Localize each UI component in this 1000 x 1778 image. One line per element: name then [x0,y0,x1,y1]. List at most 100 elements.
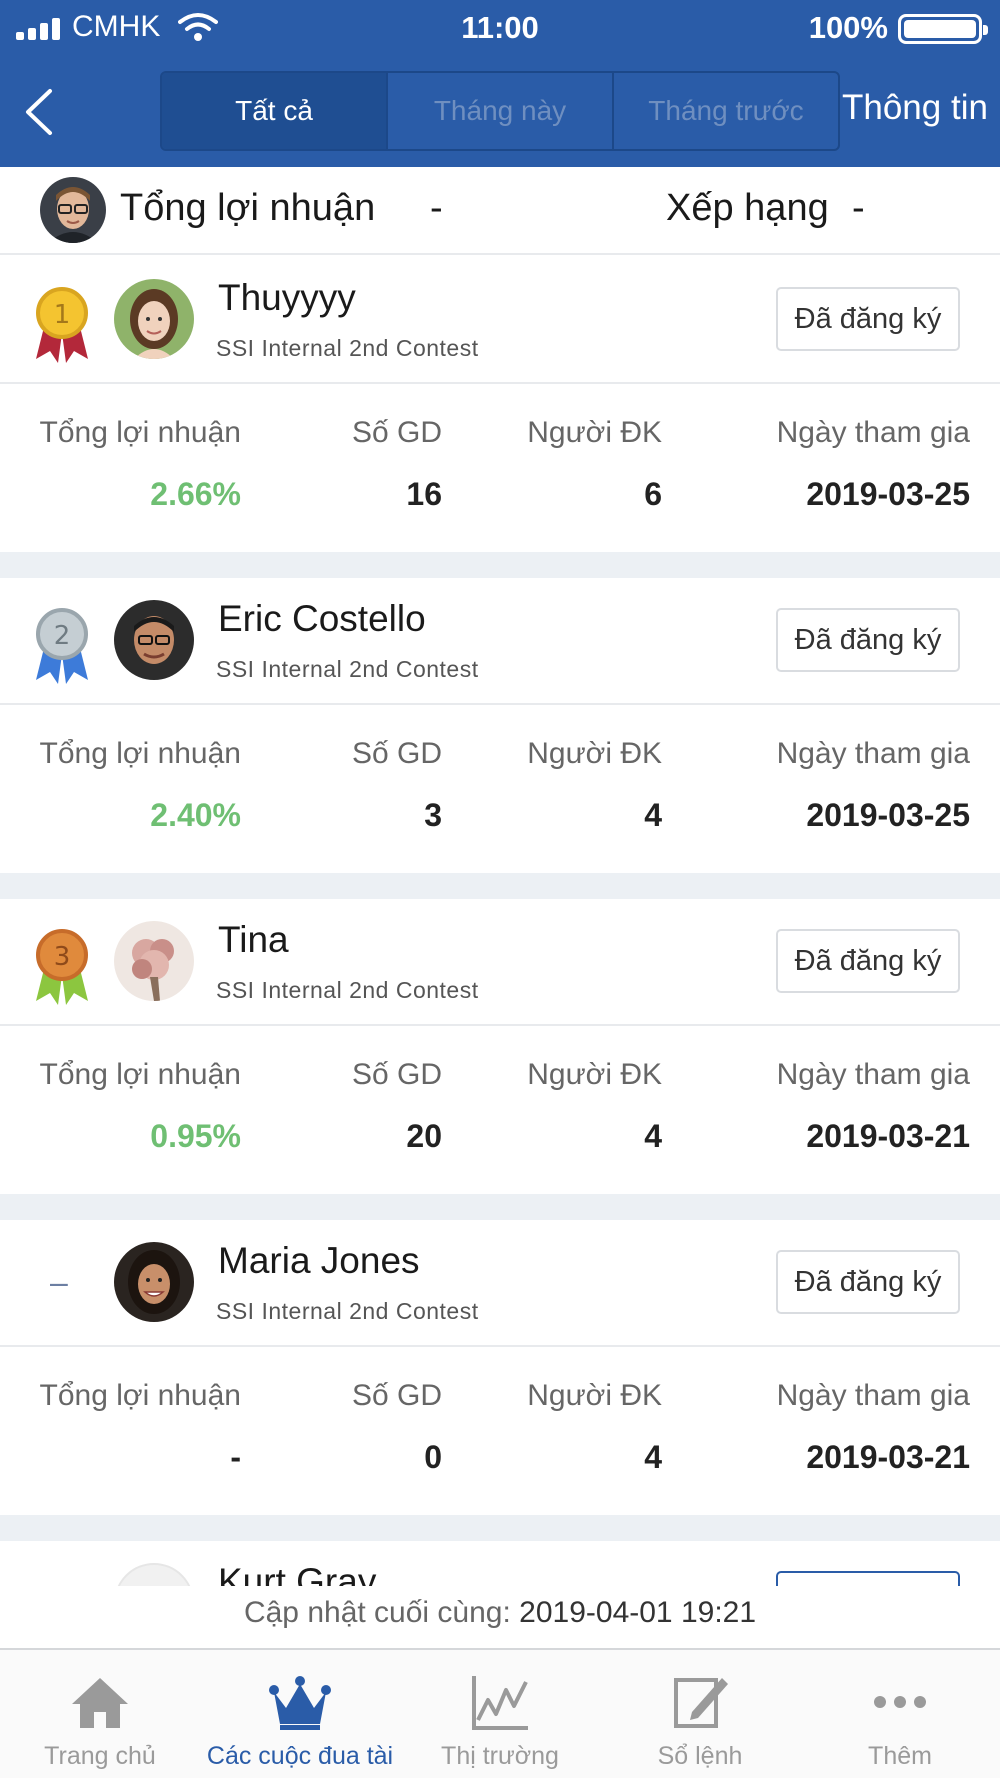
leaderboard-list[interactable]: 1 Thuyyyy SSI Internal 2nd Contest Đã đă… [0,257,1000,1586]
signal-icon [16,18,64,40]
trades-header: Số GD [351,737,442,770]
last-update-value: 2019-04-01 19:21 [519,1596,757,1629]
registered-button[interactable]: Đã đăng ký [776,608,960,672]
home-icon [72,1678,128,1728]
wifi-icon [178,13,218,41]
svg-text:1: 1 [54,300,71,330]
trades-header: Số GD [351,1058,442,1091]
registrants-value: 4 [644,1118,662,1154]
carrier-name: CMHK [72,10,161,43]
avatar [114,921,194,1001]
my-avatar [40,177,106,243]
tab-market[interactable]: Thị trường [400,1650,600,1778]
trades-value: 0 [424,1439,442,1475]
participant-name[interactable]: Eric Costello [218,598,426,639]
join-date-header: Ngày tham gia [776,737,970,770]
leaderboard-card[interactable]: – Maria Jones SSI Internal 2nd Contest Đ… [0,1220,1000,1515]
avatar [114,1242,194,1322]
svg-text:2: 2 [54,621,71,651]
gold-medal-icon: 1 [36,287,88,363]
join-date-value: 2019-03-21 [806,1118,970,1154]
trades-value: 16 [406,476,442,512]
tab-label: Thêm [868,1742,932,1770]
stats-row: Tổng lợi nhuận Số GD Người ĐK Ngày tham … [0,1026,1000,1194]
join-date-header: Ngày tham gia [776,416,970,449]
more-icon [874,1696,926,1708]
trades-value: 3 [424,797,442,833]
tab-label: Sổ lệnh [657,1742,743,1770]
total-profit-label: Tổng lợi nhuận [120,187,376,229]
register-button[interactable] [776,1571,960,1586]
svg-text:3: 3 [54,942,71,972]
stats-row: Tổng lợi nhuận Số GD Người ĐK Ngày tham … [0,1347,1000,1515]
registrants-header: Người ĐK [527,1058,662,1091]
status-time: 11:00 [461,10,539,45]
tab-label: Các cuộc đua tài [206,1742,394,1770]
trades-value: 20 [406,1118,442,1154]
registered-button[interactable]: Đã đăng ký [776,929,960,993]
tab-order-book[interactable]: Sổ lệnh [600,1650,800,1778]
trades-header: Số GD [351,1379,442,1412]
registrants-header: Người ĐK [527,1379,662,1412]
registered-button[interactable]: Đã đăng ký [776,1250,960,1314]
stats-row: Tổng lợi nhuận Số GD Người ĐK Ngày tham … [0,384,1000,552]
order-book-icon [674,1678,728,1728]
participant-name[interactable]: Thuyyyy [218,277,356,318]
leaderboard-card[interactable]: 1 Thuyyyy SSI Internal 2nd Contest Đã đă… [0,257,1000,552]
join-date-value: 2019-03-25 [806,797,970,833]
tab-last-month[interactable]: Tháng trước [612,73,838,149]
profit-value: 2.66% [150,476,241,512]
profit-header: Tổng lợi nhuận [39,737,241,770]
battery-icon [898,14,988,44]
top-header: CMHK 11:00 100% Tất cả Tháng này Tháng t… [0,0,1000,167]
battery-percent: 100% [808,10,888,45]
period-segmented-control: Tất cả Tháng này Tháng trước [160,71,840,151]
contest-name: SSI Internal 2nd Contest [216,656,479,682]
profit-value: 0.95% [150,1118,241,1154]
stats-row: Tổng lợi nhuận Số GD Người ĐK Ngày tham … [0,705,1000,873]
profit-value: 2.40% [150,797,241,833]
chart-icon [472,1676,528,1730]
crown-icon [269,1676,331,1730]
leaderboard-card[interactable]: Kurt Gray [0,1541,1000,1586]
profit-header: Tổng lợi nhuận [39,416,241,449]
profit-value: - [230,1439,241,1475]
participant-name[interactable]: Kurt Gray [218,1561,377,1586]
join-date-header: Ngày tham gia [776,1379,970,1412]
registrants-header: Người ĐK [527,737,662,770]
registrants-value: 4 [644,797,662,833]
leaderboard-card[interactable]: 2 Eric Costello SSI Internal 2nd Contest… [0,578,1000,873]
avatar [114,600,194,680]
bronze-medal-icon: 3 [36,929,88,1005]
total-profit-value: - [430,187,443,229]
last-update-bar: Cập nhật cuối cùng: 2019-04-01 19:21 [0,1586,1000,1650]
contest-name: SSI Internal 2nd Contest [216,1298,479,1324]
tab-contests[interactable]: Các cuộc đua tài [200,1650,400,1778]
back-chevron-icon[interactable] [20,85,60,139]
last-update-label: Cập nhật cuối cùng: [243,1596,511,1629]
tab-label: Trang chủ [44,1742,156,1770]
trades-header: Số GD [351,416,442,449]
tab-home[interactable]: Trang chủ [0,1650,200,1778]
registrants-value: 4 [644,1439,662,1475]
tab-label: Thị trường [441,1742,559,1770]
participant-name[interactable]: Maria Jones [218,1240,420,1281]
tab-all[interactable]: Tất cả [162,73,386,149]
ranking-value: - [852,187,865,229]
tab-this-month[interactable]: Tháng này [386,73,612,149]
my-summary-row: Tổng lợi nhuận - Xếp hạng - [0,167,1000,255]
profit-header: Tổng lợi nhuận [39,1058,241,1091]
join-date-header: Ngày tham gia [776,1058,970,1091]
registrants-header: Người ĐK [527,416,662,449]
join-date-value: 2019-03-25 [806,476,970,512]
registrants-value: 6 [644,476,662,512]
silver-medal-icon: 2 [36,608,88,684]
info-link[interactable]: Thông tin [842,88,988,127]
registered-button[interactable]: Đã đăng ký [776,287,960,351]
leaderboard-card[interactable]: 3 Tina SSI Internal 2nd Contest Đã đăng … [0,899,1000,1194]
tab-more[interactable]: Thêm [800,1650,1000,1778]
participant-name[interactable]: Tina [218,919,289,960]
profit-header: Tổng lợi nhuận [39,1379,241,1412]
avatar [114,1563,194,1586]
join-date-value: 2019-03-21 [806,1439,970,1475]
